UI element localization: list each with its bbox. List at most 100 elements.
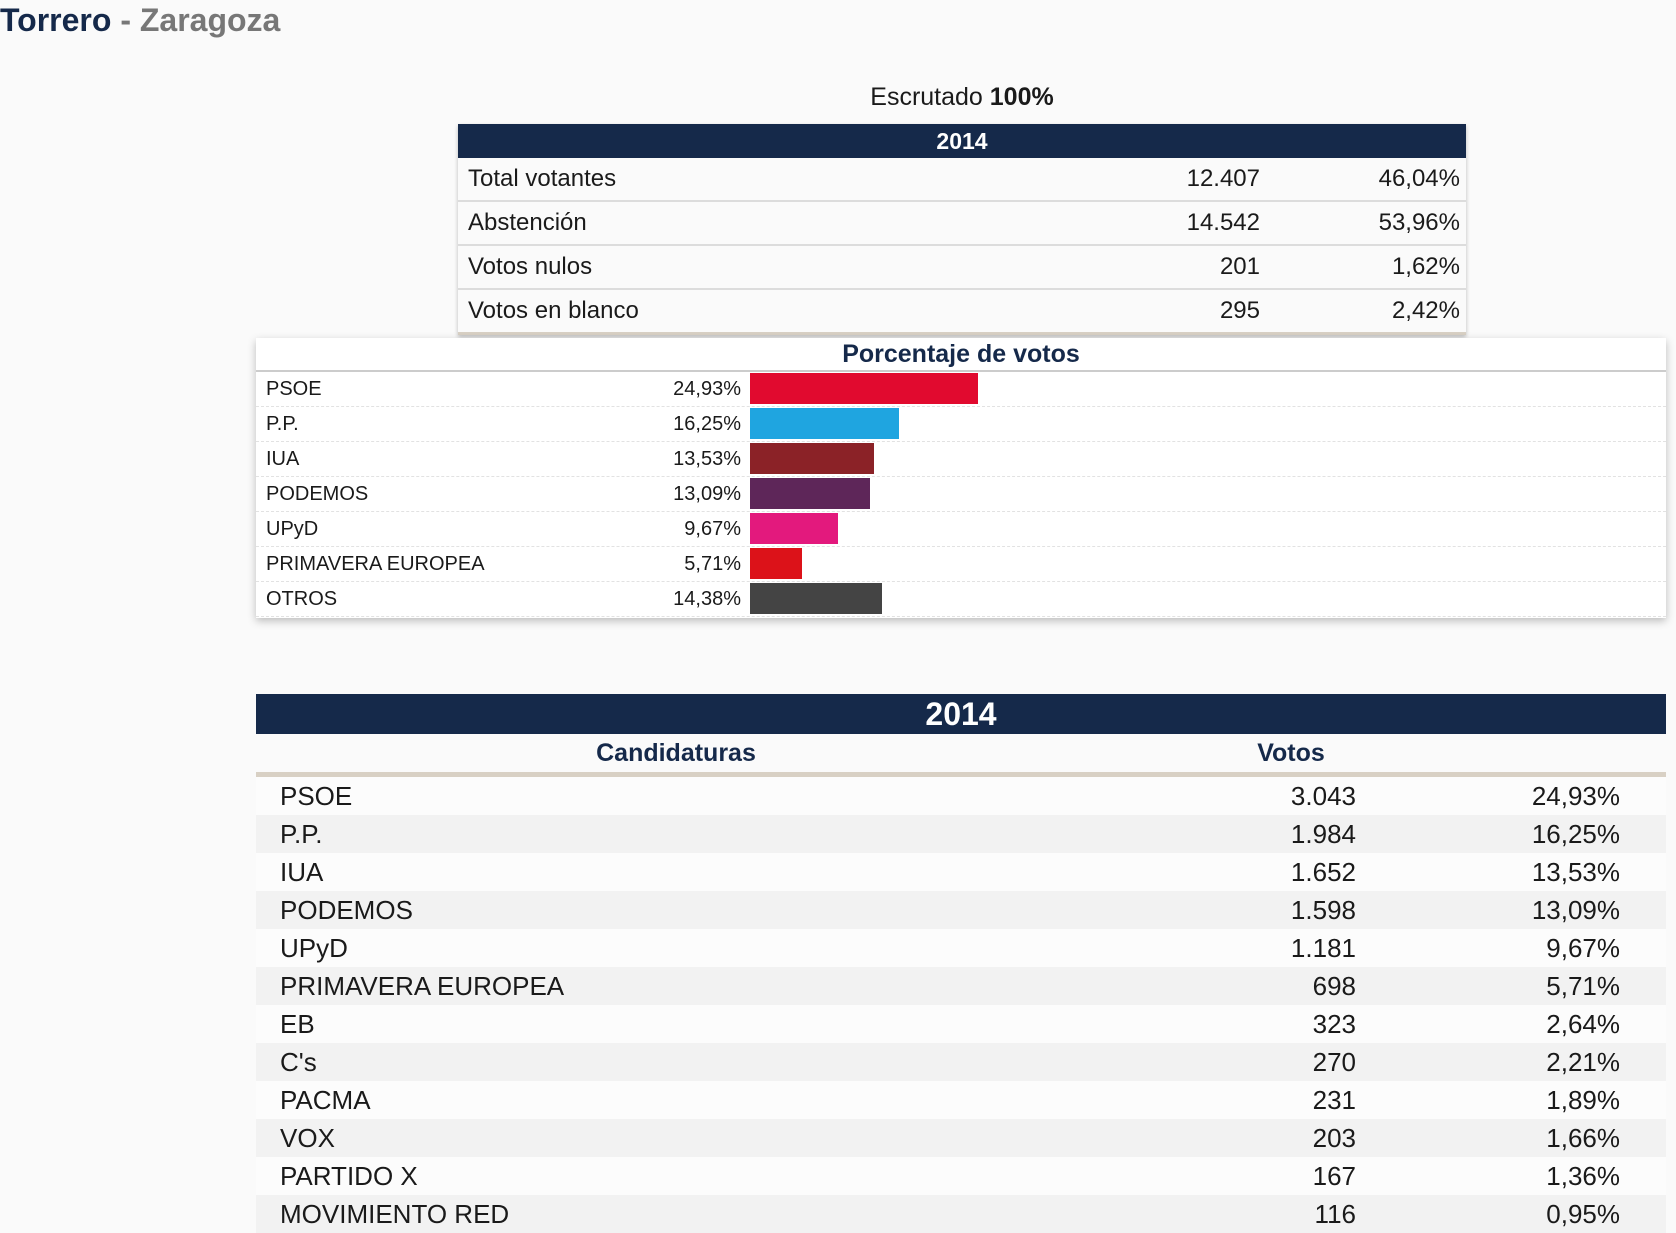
candidatura-votes: 167 (1312, 1161, 1356, 1191)
summary-row-label: Abstención (468, 209, 587, 236)
candidatura-percentage: 9,67% (1546, 933, 1620, 963)
candidatura-votes: 323 (1312, 1009, 1356, 1039)
summary-year-header: 2014 (458, 124, 1466, 158)
candidatura-name: MOVIMIENTO RED (280, 1199, 510, 1229)
candidatura-percentage: 13,53% (1531, 857, 1620, 887)
results-row: MOVIMIENTO RED 116 0,95% (256, 1195, 1666, 1233)
candidatura-votes: 1.181 (1290, 933, 1356, 963)
candidatura-votes: 1.984 (1290, 819, 1356, 849)
results-row: IUA 1.652 13,53% (256, 853, 1666, 891)
chart-bar (750, 583, 882, 614)
chart-rows: PSOE 24,93% P.P. 16,25% IUA 13,53% PODEMOS 13,0… (256, 372, 1666, 617)
summary-row: Total votantes 12.407 46,04% (458, 158, 1466, 202)
summary-row-votes: 12.407 (1186, 165, 1260, 192)
candidatura-percentage: 2,21% (1546, 1047, 1620, 1077)
results-year-header: 2014 (256, 694, 1666, 734)
candidatura-percentage: 16,25% (1531, 819, 1620, 849)
chart-category-label: PRIMAVERA EUROPEA (266, 553, 485, 575)
candidatura-percentage: 2,64% (1546, 1009, 1620, 1039)
results-row: UPyD 1.181 9,67% (256, 929, 1666, 967)
candidatura-votes: 270 (1312, 1047, 1356, 1077)
chart-category-label: PSOE (266, 378, 322, 400)
candidatura-percentage: 1,66% (1546, 1123, 1620, 1153)
summary-row-percentage: 1,62% (1391, 253, 1460, 280)
province-name: Zaragoza (139, 2, 281, 38)
summary-row-votes: 201 (1219, 253, 1260, 280)
candidatura-name: IUA (280, 857, 324, 887)
candidatura-percentage: 13,09% (1531, 895, 1620, 925)
candidatura-votes: 1.652 (1290, 857, 1356, 887)
results-table: 2014 Candidaturas Votos PSOE 3.043 24,93% P… (256, 694, 1666, 1233)
candidatura-name: VOX (280, 1123, 335, 1153)
chart-value-label: 16,25% (673, 413, 741, 435)
results-row: PARTIDO X 167 1,36% (256, 1157, 1666, 1195)
summary-row-label: Votos en blanco (468, 297, 639, 324)
summary-row: Abstención 14.542 53,96% (458, 202, 1466, 246)
summary-row: Votos en blanco 295 2,42% (458, 290, 1466, 335)
scrutiny-status: Escrutado 100% (458, 80, 1466, 114)
results-column-header: Candidaturas Votos (256, 734, 1666, 777)
chart-value-label: 14,38% (673, 588, 741, 610)
chart-row: PSOE 24,93% (256, 372, 1666, 407)
candidatura-name: PRIMAVERA EUROPEA (280, 971, 565, 1001)
chart-title: Porcentaje de votos (256, 338, 1666, 372)
results-row: C's 270 2,21% (256, 1043, 1666, 1081)
summary-row-percentage: 2,42% (1391, 297, 1460, 324)
candidatura-percentage: 0,95% (1546, 1199, 1620, 1229)
summary-row-label: Votos nulos (468, 253, 593, 280)
candidatura-name: UPyD (280, 933, 348, 963)
chart-row: UPyD 9,67% (256, 512, 1666, 547)
summary-table: 2014 Total votantes 12.407 46,04% Abstenció… (458, 124, 1466, 335)
summary-row-percentage: 53,96% (1378, 209, 1460, 236)
chart-category-label: IUA (266, 448, 300, 470)
chart-value-label: 24,93% (673, 378, 741, 400)
chart-category-label: PODEMOS (266, 483, 369, 505)
results-row: VOX 203 1,66% (256, 1119, 1666, 1157)
summary-rows: Total votantes 12.407 46,04% Abstención 14.5… (458, 158, 1466, 335)
summary-row: Votos nulos 201 1,62% (458, 246, 1466, 290)
candidatura-name: PACMA (280, 1085, 371, 1115)
page-title: Torrero - Zaragoza (0, 0, 280, 40)
chart-bar (750, 373, 978, 404)
chart-bar (750, 548, 803, 579)
chart-bar (750, 408, 899, 439)
candidatura-votes: 203 (1312, 1123, 1356, 1153)
summary-row-votes: 14.542 (1186, 209, 1260, 236)
chart-row: PRIMAVERA EUROPEA 5,71% (256, 547, 1666, 582)
scrutiny-label: Escrutado (870, 83, 983, 111)
chart-bar (750, 443, 874, 474)
candidatura-percentage: 5,71% (1546, 971, 1620, 1001)
chart-value-label: 13,53% (673, 448, 741, 470)
title-separator: - (120, 2, 131, 38)
summary-row-percentage: 46,04% (1378, 165, 1460, 192)
summary-row-label: Total votantes (468, 165, 617, 192)
chart-value-label: 13,09% (673, 483, 741, 505)
results-row: PRIMAVERA EUROPEA 698 5,71% (256, 967, 1666, 1005)
candidatura-votes: 231 (1312, 1085, 1356, 1115)
results-row: PACMA 231 1,89% (256, 1081, 1666, 1119)
chart-value-label: 5,71% (684, 553, 741, 575)
candidatura-name: P.P. (280, 819, 323, 849)
chart-category-label: OTROS (266, 588, 338, 610)
chart-row: PODEMOS 13,09% (256, 477, 1666, 512)
candidatura-name: EB (280, 1009, 315, 1039)
results-rows: PSOE 3.043 24,93% P.P. 1.984 16,25% IUA 1.652 13… (256, 777, 1666, 1233)
chart-category-label: P.P. (266, 413, 299, 435)
candidatura-percentage: 1,36% (1546, 1161, 1620, 1191)
chart-row: P.P. 16,25% (256, 407, 1666, 442)
candidatura-votes: 3.043 (1290, 781, 1356, 811)
column-candidaturas: Candidaturas (596, 739, 756, 767)
candidatura-percentage: 24,93% (1531, 781, 1620, 811)
results-row: PSOE 3.043 24,93% (256, 777, 1666, 815)
results-row: PODEMOS 1.598 13,09% (256, 891, 1666, 929)
candidatura-name: PODEMOS (280, 895, 413, 925)
candidatura-name: PARTIDO X (280, 1161, 418, 1191)
chart-bar (750, 513, 839, 544)
summary-row-votes: 295 (1219, 297, 1260, 324)
candidatura-votes: 1.598 (1290, 895, 1356, 925)
candidatura-votes: 698 (1312, 971, 1356, 1001)
candidatura-votes: 116 (1314, 1199, 1356, 1229)
chart-bar (750, 478, 870, 509)
chart-category-label: UPyD (266, 518, 319, 540)
municipality-name: Torrero (0, 2, 112, 38)
